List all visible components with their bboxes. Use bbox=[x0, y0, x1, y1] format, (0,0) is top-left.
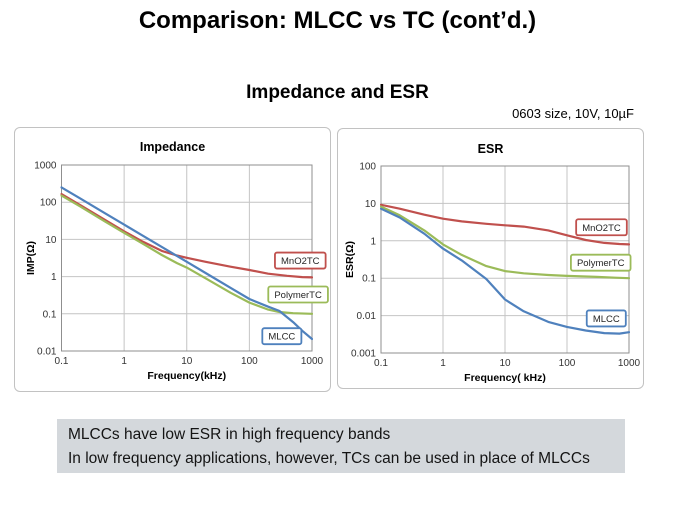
series-label-text: PolymerTC bbox=[274, 290, 322, 301]
series-line-mlcc bbox=[380, 207, 630, 335]
series-label-text: MnO2TC bbox=[582, 223, 621, 234]
y-tick-label: 100 bbox=[40, 198, 57, 209]
y-tick-label: 0.001 bbox=[351, 349, 376, 360]
esr-chart-panel: 100 10 1 0.1 0.01 0.001 0.1 1 10 100 1000 Frequency… bbox=[337, 128, 644, 389]
y-tick-label: 1 bbox=[370, 236, 376, 247]
series-label-text: MLCC bbox=[268, 332, 295, 343]
series-label-text: PolymerTC bbox=[577, 258, 625, 269]
y-tick-label: 10 bbox=[45, 235, 57, 246]
takeaway-line-2: In low frequency applications, however, … bbox=[68, 450, 590, 467]
series-group bbox=[380, 203, 630, 335]
x-tick-label: 0.1 bbox=[55, 356, 69, 367]
x-tick-label: 10 bbox=[181, 356, 193, 367]
y-tick-label: 0.01 bbox=[37, 347, 57, 358]
series-label-mlcc: MLCC bbox=[585, 309, 627, 328]
series-line-mno2tc bbox=[60, 192, 313, 279]
y-tick-label: 1 bbox=[51, 272, 57, 283]
takeaway-box: MLCCs have low ESR in high frequency ban… bbox=[57, 419, 625, 473]
x-tick-label: 1000 bbox=[301, 356, 324, 367]
series-line-polymertc bbox=[380, 205, 630, 280]
series-label-box bbox=[585, 309, 627, 328]
y-tick-label: 0.01 bbox=[357, 311, 377, 322]
x-tick-label: 1 bbox=[440, 358, 446, 369]
series-group bbox=[60, 186, 313, 341]
impedance-chart-panel: 1000 100 10 1 0.1 0.01 0.1 1 10 100 1000 Frequency(… bbox=[14, 127, 331, 392]
series-line-mlcc bbox=[60, 186, 313, 341]
series-label-mno2tc: MnO2TC bbox=[274, 251, 327, 270]
annotations: MnO2TC PolymerTC MLCC bbox=[261, 251, 329, 346]
x-tick-label: 1000 bbox=[618, 358, 641, 369]
annotations: MnO2TC PolymerTC MLCC bbox=[570, 218, 632, 328]
x-axis-title: Frequency(kHz) bbox=[147, 370, 226, 382]
y-tick-label: 1000 bbox=[34, 161, 57, 172]
y-tick-label: 0.1 bbox=[362, 274, 376, 285]
series-label-mno2tc: MnO2TC bbox=[575, 218, 628, 237]
y-tick-label: 100 bbox=[359, 162, 376, 173]
series-line-polymertc bbox=[60, 194, 313, 315]
series-label-box bbox=[261, 327, 303, 346]
series-line-mno2tc bbox=[380, 203, 630, 246]
x-tick-label: 100 bbox=[559, 358, 576, 369]
takeaway-line-1: MLCCs have low ESR in high frequency ban… bbox=[68, 426, 391, 443]
y-tick-label: 0.1 bbox=[43, 309, 57, 320]
y-axis-title: ESR(Ω) bbox=[344, 241, 356, 278]
y-axis-title: IMP(Ω) bbox=[25, 241, 37, 275]
series-label-box bbox=[575, 218, 628, 237]
series-label-text: MLCC bbox=[593, 314, 620, 325]
series-label-polymertc: PolymerTC bbox=[570, 253, 632, 272]
x-tick-label: 10 bbox=[499, 358, 511, 369]
x-tick-label: 1 bbox=[121, 356, 127, 367]
x-axis-title: Frequency( kHz) bbox=[464, 372, 546, 384]
chart-title: ESR bbox=[478, 142, 504, 156]
series-label-box bbox=[274, 251, 327, 270]
series-label-box bbox=[570, 253, 632, 272]
x-tick-label: 100 bbox=[241, 356, 258, 367]
series-label-mlcc: MLCC bbox=[261, 327, 303, 346]
series-label-text: MnO2TC bbox=[281, 256, 320, 267]
x-tick-label: 0.1 bbox=[374, 358, 388, 369]
section-subtitle: Impedance and ESR bbox=[246, 82, 429, 103]
series-label-polymertc: PolymerTC bbox=[267, 285, 329, 304]
y-tick-label: 10 bbox=[365, 199, 377, 210]
chart-title: Impedance bbox=[140, 140, 205, 154]
series-label-box bbox=[267, 285, 329, 304]
condition-note: 0603 size, 10V, 10µF bbox=[512, 106, 634, 121]
slide-title: Comparison: MLCC vs TC (cont’d.) bbox=[138, 7, 537, 34]
